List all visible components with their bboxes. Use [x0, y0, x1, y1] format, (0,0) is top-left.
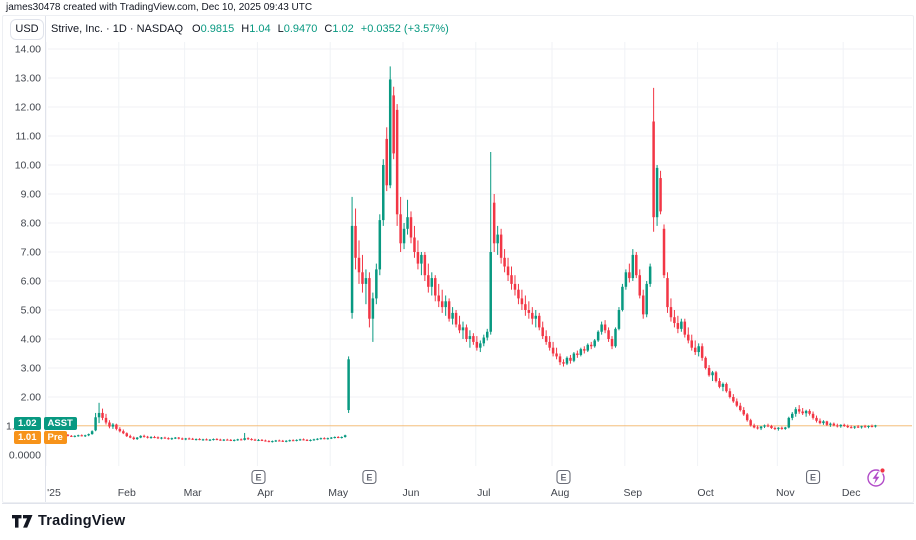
earnings-marker[interactable]: E [556, 469, 571, 485]
price-axis-label: 8.00 [21, 218, 42, 230]
price-axis-label: 0.0000 [9, 450, 41, 462]
time-axis-label: May [328, 487, 349, 499]
ohlc-high: H1.04 [241, 23, 270, 35]
grid-lines [2, 16, 914, 504]
time-axis-label: Mar [184, 487, 203, 499]
premarket-tag-badge: Pre [43, 431, 67, 444]
time-axis-label: Jun [403, 487, 420, 499]
earnings-marker[interactable]: E [806, 469, 821, 485]
price-axis-label: 3.00 [21, 363, 42, 375]
time-axis-labels: '25 Feb Mar Apr May Jun Jul Aug Sep Oct Nov Dec [47, 487, 860, 499]
time-axis-label: Sep [623, 487, 642, 499]
change-value: +0.0352 (+3.57%) [360, 23, 449, 35]
premarket-price-badge: 1.01 [14, 431, 41, 444]
symbol-title[interactable]: Strive, Inc. · 1D · NASDAQ [51, 23, 184, 35]
price-axis-label: 4.00 [21, 334, 42, 346]
ohlc-open: O0.9815 [192, 23, 234, 35]
close-value: 1.02 [332, 23, 354, 35]
svg-text:E: E [255, 473, 261, 483]
price-axis-label: 2.00 [21, 392, 42, 404]
svg-text:E: E [366, 473, 372, 483]
ohlc-low: L0.9470 [278, 23, 318, 35]
price-axis-label: 11.00 [16, 131, 42, 143]
attribution-text: james30478 created with TradingView.com,… [6, 2, 313, 13]
price-axis-label: 10.00 [15, 160, 41, 172]
open-label: O [192, 23, 201, 35]
close-label: C [324, 23, 333, 35]
candlestick-series[interactable] [52, 66, 877, 443]
time-axis-label: Oct [697, 487, 713, 499]
symbol-tag-badge: ASST [43, 417, 77, 430]
time-axis-label: Nov [776, 487, 795, 499]
low-value: 0.9470 [283, 23, 318, 35]
time-axis-label: '25 [47, 487, 61, 499]
last-price-badge: 1.02 [14, 417, 41, 430]
tradingview-logo[interactable]: TradingView [12, 513, 125, 529]
price-axis-label: 6.00 [21, 276, 42, 288]
tradingview-logo-text: TradingView [38, 513, 126, 529]
earnings-marker[interactable]: E [251, 469, 266, 485]
price-axis-labels: 14.00 13.00 12.00 11.00 10.00 9.00 8.00 7.00 6.0… [6, 44, 41, 462]
low-label: L [277, 23, 284, 35]
svg-text:E: E [560, 473, 566, 483]
currency-button[interactable]: USD [10, 19, 44, 40]
time-axis-label: Jul [477, 487, 490, 499]
open-value: 0.9815 [200, 23, 235, 35]
lightning-bolt-icon [872, 471, 880, 485]
high-value: 1.04 [249, 23, 271, 35]
price-axis-label: 5.00 [21, 305, 42, 317]
earnings-marker[interactable]: E [362, 469, 377, 485]
time-axis-label: Apr [257, 487, 274, 499]
high-label: H [241, 23, 250, 35]
price-axis-label: 13.00 [15, 73, 41, 85]
price-axis-badges: 1.02 ASST 1.01 Pre [14, 417, 77, 445]
time-axis-label: Aug [551, 487, 570, 499]
time-axis-label: Dec [842, 487, 861, 499]
price-axis-label: 7.00 [21, 247, 42, 259]
tradingview-logo-icon [12, 514, 33, 528]
time-axis-label: Feb [118, 487, 136, 499]
price-axis-label: 12.00 [15, 102, 41, 114]
lightning-mode-button[interactable] [867, 467, 886, 487]
svg-text:E: E [810, 473, 816, 483]
ohlc-close: C1.02 [324, 23, 353, 35]
symbol-header: Strive, Inc. · 1D · NASDAQ O0.9815 H1.04 L0… [51, 23, 449, 35]
price-axis-label: 14.00 [15, 44, 41, 56]
notification-dot [879, 467, 886, 474]
price-axis-label: 9.00 [21, 189, 42, 201]
